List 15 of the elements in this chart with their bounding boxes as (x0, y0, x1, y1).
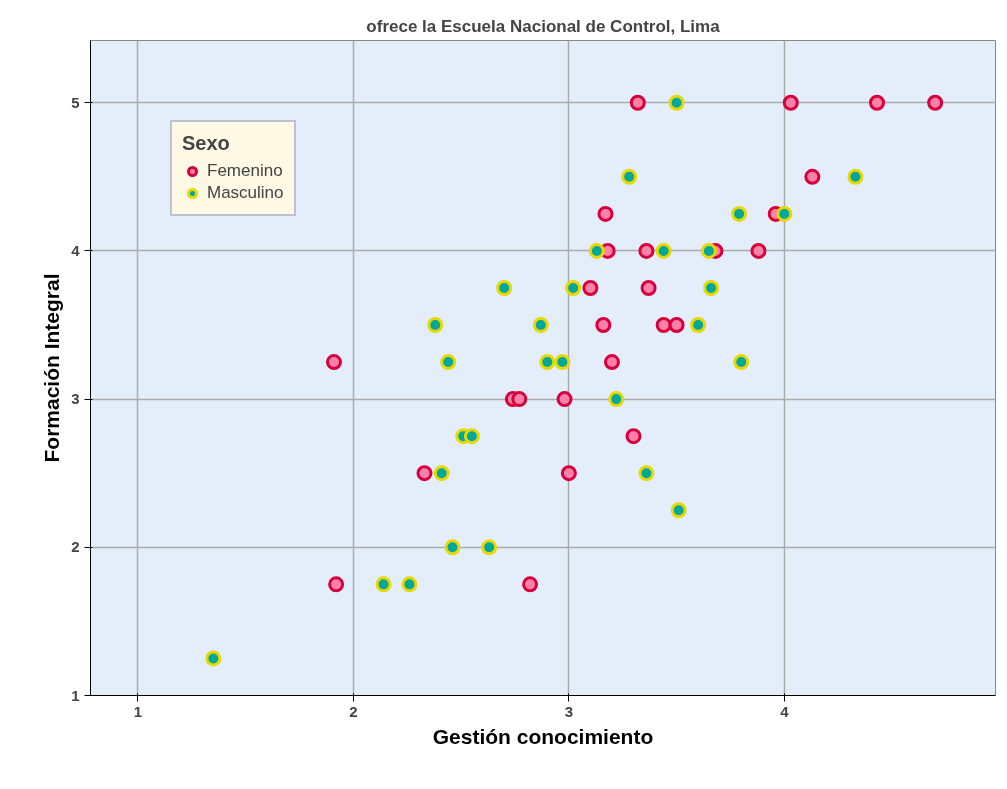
y-tick-label: 5 (71, 93, 80, 111)
chart-title: ofrece la Escuela Nacional de Control, Lima (366, 16, 721, 36)
legend-title: Sexo (182, 132, 231, 155)
x-tick-label: 1 (133, 702, 143, 720)
x-tick-label: 2 (349, 702, 358, 720)
y-tick-label: 1 (71, 686, 80, 704)
y-tick-label: 2 (71, 538, 80, 556)
x-tick-label: 3 (564, 702, 574, 720)
y-axis-title: Formación Integral (40, 273, 64, 463)
x-tick-label: 4 (780, 702, 790, 720)
y-tick-label: 4 (71, 241, 81, 259)
legend-label: Masculino (207, 182, 284, 204)
legend-label: Femenino (207, 160, 283, 182)
x-axis-title: Gestión conocimiento (432, 724, 654, 748)
y-tick-label: 3 (71, 390, 80, 408)
